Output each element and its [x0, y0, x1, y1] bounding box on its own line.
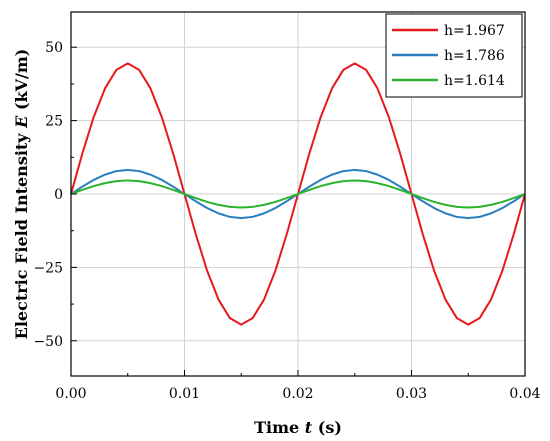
y-axis-title: Electric Field Intensity E (kV/m)	[12, 49, 31, 340]
x-axis-title: Time t (s)	[254, 418, 342, 437]
y-tick-label: 25	[45, 114, 63, 130]
y-tick-label: 0	[54, 187, 63, 203]
x-tick-label: 0.02	[282, 386, 313, 402]
x-tick-label: 0.04	[509, 386, 540, 402]
x-axis-title-prefix: Time	[254, 418, 305, 437]
y-axis-title-var: E	[12, 115, 31, 129]
legend-label: h=1.614	[444, 73, 505, 89]
legend: h=1.967 h=1.786 h=1.614	[385, 13, 523, 98]
legend-label: h=1.786	[444, 48, 505, 64]
x-tick-label: 0.01	[169, 386, 200, 402]
legend-label: h=1.967	[444, 23, 505, 39]
series-lines	[70, 62, 526, 326]
series-line-h-1-614	[70, 179, 526, 209]
y-axis-title-prefix: Electric Field Intensity	[12, 128, 31, 340]
x-tick-label: 0.03	[396, 386, 427, 402]
x-axis-title-suffix: (s)	[312, 418, 342, 437]
y-tick-label: −50	[33, 334, 63, 350]
axis-ticks: 0.00 0.01 0.02 0.03 0.04 50 25 0 −25 −50	[33, 40, 540, 402]
x-tick-label: 0.00	[55, 386, 86, 402]
y-axis-title-suffix: (kV/m)	[12, 49, 31, 116]
x-axis-title-var: t	[305, 418, 313, 437]
y-tick-label: 50	[45, 40, 63, 56]
y-tick-label: −25	[33, 260, 63, 276]
